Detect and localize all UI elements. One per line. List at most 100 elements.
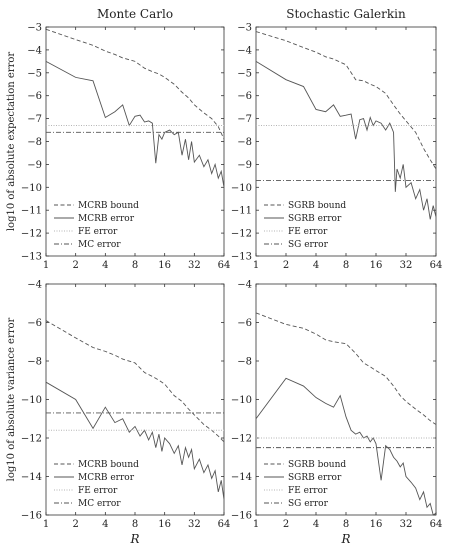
y-tick-label: −6: [237, 91, 252, 102]
x-tick-label: 4: [313, 260, 319, 271]
legend-label: MCRB bound: [78, 460, 139, 470]
legend-label: MCRB error: [78, 214, 135, 224]
y-tick-label: −4: [27, 45, 42, 56]
y-tick-label: −12: [21, 229, 42, 240]
y-tick-label: −3: [27, 23, 42, 34]
x-tick-label: 4: [102, 519, 108, 530]
series-line: [46, 60, 224, 188]
series-line: [256, 31, 436, 170]
series-line: [256, 60, 436, 220]
series-group: [46, 320, 224, 500]
y-tick-label: −8: [27, 357, 42, 368]
y-tick-label: −14: [21, 472, 42, 483]
y-tick-label: −4: [237, 45, 252, 56]
series-group: [256, 312, 436, 515]
x-tick-label: 16: [370, 260, 383, 271]
chart-title: Monte Carlo: [97, 7, 173, 21]
x-tick-label: 1: [43, 260, 49, 271]
x-tick-label: 1: [253, 260, 259, 271]
y-tick-label: −5: [27, 68, 42, 79]
x-tick-label: 1: [43, 519, 49, 530]
series-line: [46, 28, 224, 140]
x-tick-label: 8: [132, 260, 138, 271]
x-tick-label: 2: [72, 260, 78, 271]
y-tick-label: −11: [231, 206, 252, 217]
x-axis-label: R: [340, 532, 350, 546]
legend-label: SG error: [288, 240, 329, 250]
y-axis-label: log10 of absolute variance error: [6, 317, 17, 481]
x-tick-label: 64: [218, 260, 231, 271]
x-tick-label: 32: [188, 519, 201, 530]
series-line: [46, 381, 224, 500]
x-tick-label: 8: [132, 519, 138, 530]
x-tick-label: 8: [343, 519, 349, 530]
y-tick-label: −10: [21, 395, 42, 406]
x-tick-label: 32: [188, 260, 201, 271]
chart-panel-1: −3 −4 −5 −6 −7 −8 −9 −10 −11 −12 −131 2 4 8 16 32 64 Mont…: [6, 7, 230, 271]
x-tick-label: 2: [283, 260, 289, 271]
y-tick-label: −10: [231, 395, 252, 406]
x-tick-label: 2: [72, 519, 78, 530]
y-tick-label: −6: [27, 91, 42, 102]
legend-label: FE error: [288, 486, 328, 496]
plot-frame: [255, 26, 437, 257]
y-tick-label: −3: [237, 23, 252, 34]
y-tick-label: −8: [237, 137, 252, 148]
legend-label: MC error: [78, 240, 121, 250]
y-tick-label: −13: [21, 252, 42, 263]
series-group: [46, 28, 224, 188]
legend-label: FE error: [78, 486, 118, 496]
series-group: [256, 31, 436, 220]
legend-label: SGRB bound: [288, 460, 346, 470]
y-tick-label: −14: [231, 472, 252, 483]
legend: SGRB bound SGRB error FE error SG error: [264, 201, 346, 250]
y-tick-label: −9: [237, 160, 252, 171]
legend: MCRB bound MCRB error FE error MC error: [54, 201, 139, 250]
y-tick-label: −16: [231, 511, 252, 522]
y-tick-label: −4: [237, 280, 252, 291]
x-tick-label: 2: [283, 519, 289, 530]
series-line: [256, 377, 436, 515]
x-tick-label: 8: [343, 260, 349, 271]
x-tick-label: 32: [400, 519, 413, 530]
y-tick-label: −16: [21, 511, 42, 522]
x-tick-label: 1: [253, 519, 259, 530]
y-axis-label: log10 of absolute expectation error: [6, 52, 17, 232]
legend-label: SGRB bound: [288, 201, 346, 211]
y-tick-label: −12: [231, 229, 252, 240]
y-tick-label: −12: [231, 434, 252, 445]
y-tick-label: −12: [21, 434, 42, 445]
x-tick-label: 32: [400, 260, 413, 271]
chart-title: Stochastic Galerkin: [286, 7, 406, 21]
y-tick-label: −5: [237, 68, 252, 79]
y-tick-label: −8: [237, 357, 252, 368]
series-line: [46, 320, 224, 443]
legend-label: MCRB error: [78, 473, 135, 483]
y-tick-label: −13: [231, 252, 252, 263]
x-tick-label: 64: [218, 519, 231, 530]
y-tick-label: −4: [27, 280, 42, 291]
x-tick-label: 64: [430, 519, 443, 530]
x-tick-label: 64: [430, 260, 443, 271]
plot-frame: [45, 283, 225, 516]
legend: MCRB bound MCRB error FE error MC error: [54, 460, 139, 509]
legend-label: SGRB error: [288, 473, 342, 483]
x-tick-label: 16: [158, 260, 171, 271]
y-tick-label: −10: [231, 183, 252, 194]
legend-label: SG error: [288, 499, 329, 509]
chart-panel-2: −3 −4 −5 −6 −7 −8 −9 −10 −11 −12 −131 2 4 8 16 32 64 Stoc…: [231, 7, 442, 271]
legend-label: FE error: [78, 227, 118, 237]
legend-label: FE error: [288, 227, 328, 237]
legend: SGRB bound SGRB error FE error SG error: [264, 460, 346, 509]
legend-label: MC error: [78, 499, 121, 509]
y-tick-label: −10: [21, 183, 42, 194]
x-tick-label: 4: [102, 260, 108, 271]
y-tick-label: −9: [27, 160, 42, 171]
x-tick-label: 4: [313, 519, 319, 530]
x-tick-label: 16: [370, 519, 383, 530]
x-axis-label: R: [129, 532, 139, 546]
series-line: [256, 312, 436, 425]
